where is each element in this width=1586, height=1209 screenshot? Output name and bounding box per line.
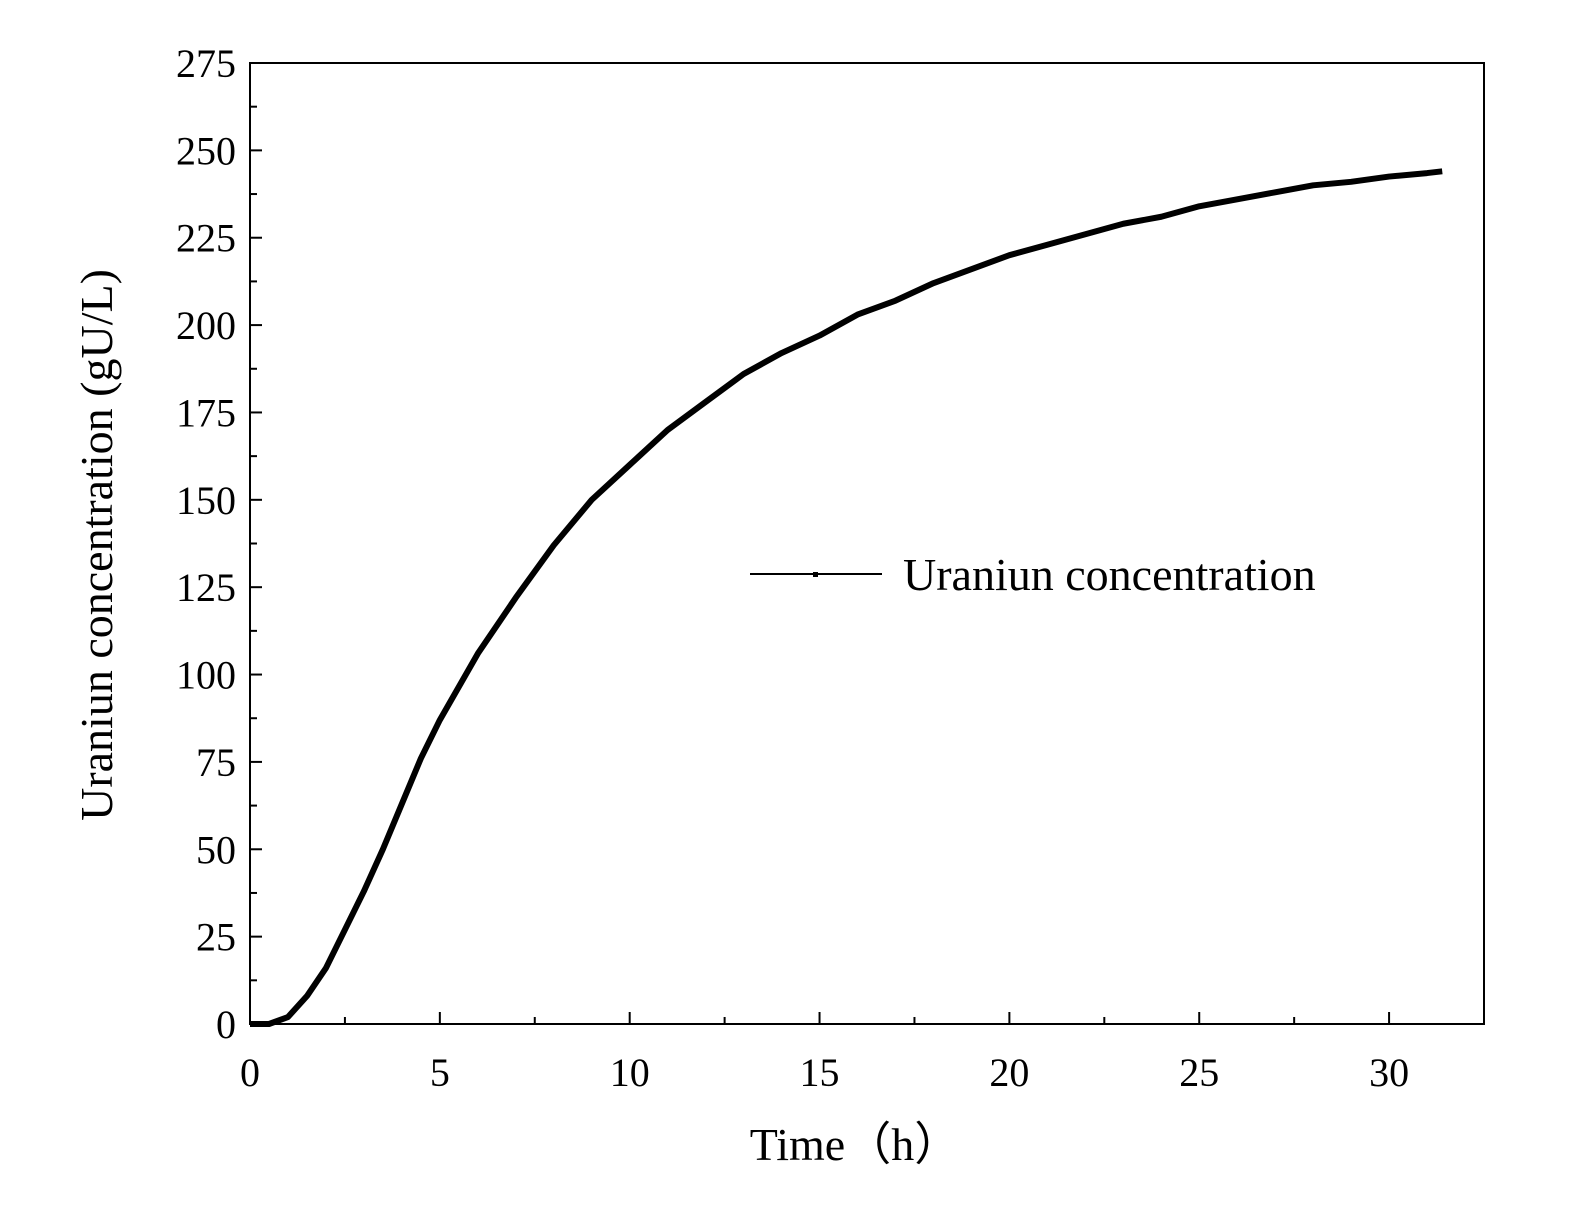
y-tick-label: 0	[216, 1002, 236, 1047]
x-axis-label: Time（h）	[750, 1119, 960, 1170]
y-tick-label: 150	[176, 478, 236, 523]
x-tick-label: 25	[1179, 1050, 1219, 1095]
y-tick-label: 250	[176, 128, 236, 173]
y-tick-label: 175	[176, 390, 236, 435]
y-tick-label: 75	[196, 740, 236, 785]
x-tick-label: 10	[610, 1050, 650, 1095]
data-line	[250, 168, 1443, 1027]
x-tick-label: 30	[1369, 1050, 1409, 1095]
y-tick-label: 225	[176, 216, 236, 261]
x-tick-label: 0	[240, 1050, 260, 1095]
y-tick-label: 25	[196, 915, 236, 960]
plot-frame	[249, 62, 1485, 1025]
x-tick-label: 20	[989, 1050, 1029, 1095]
y-tick-label: 125	[176, 565, 236, 610]
legend-text: Uraniun concentration	[903, 549, 1316, 600]
y-tick-label: 50	[196, 827, 236, 872]
x-tick-label: 15	[800, 1050, 840, 1095]
y-tick-label: 200	[176, 303, 236, 348]
x-tick-label: 5	[430, 1050, 450, 1095]
y-axis-label: Uraniun concentration (gU/L)	[71, 269, 122, 821]
y-tick-label: 275	[176, 41, 236, 86]
y-tick-label: 100	[176, 653, 236, 698]
legend-marker	[813, 572, 818, 577]
